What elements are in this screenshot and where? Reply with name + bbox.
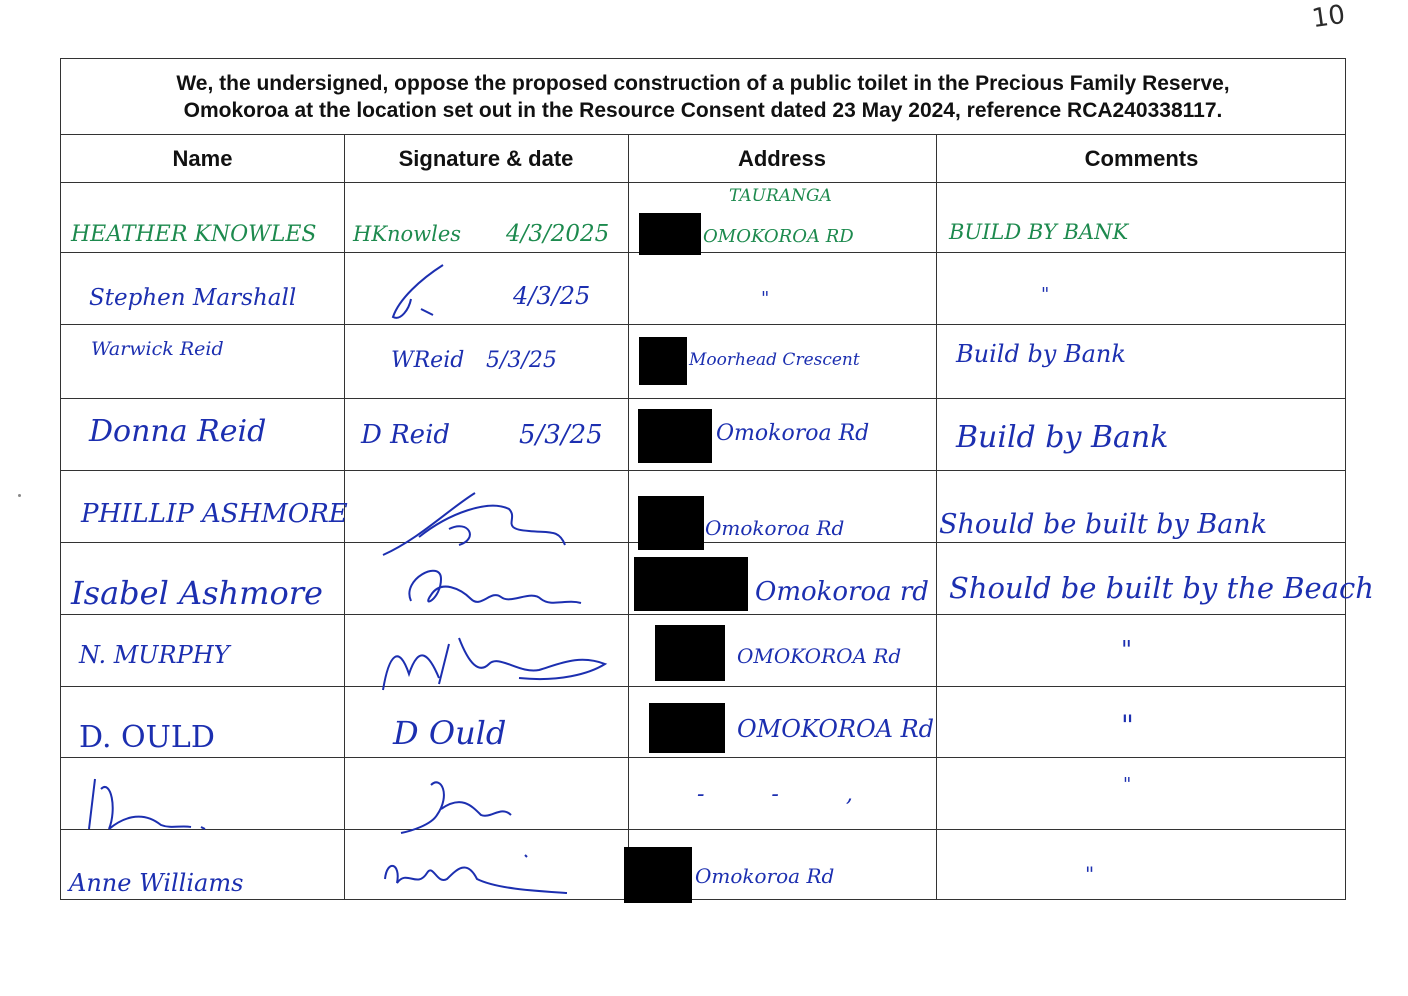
row-divider xyxy=(61,324,1345,325)
row-10-address: Omokoroa Rd xyxy=(695,864,835,888)
row-3-comment: Build by Bank xyxy=(956,340,1126,368)
row-3-signature: WReid xyxy=(391,347,465,373)
row-9-comment: " xyxy=(1123,773,1132,795)
row-6-signature-scribble xyxy=(408,569,582,604)
heading-line-2: Omokoroa at the location set out in the … xyxy=(183,98,1223,122)
column-divider xyxy=(936,135,937,899)
row-divider xyxy=(61,252,1345,253)
redaction-box xyxy=(655,625,725,681)
row-5-comment: Should be built by Bank xyxy=(939,508,1268,540)
row-9-address: - - , xyxy=(697,781,853,807)
row-divider xyxy=(61,686,1345,687)
row-3-address: Moorhead Crescent xyxy=(689,350,860,370)
row-7-signature-scribble xyxy=(382,637,608,691)
column-header-address: Address xyxy=(737,145,827,171)
row-2-name: Stephen Marshall xyxy=(89,285,297,311)
column-header-name: Name xyxy=(172,145,233,171)
row-1-address-suburb: TAURANGA xyxy=(729,186,832,206)
row-2-date: 4/3/25 xyxy=(513,282,591,310)
row-8-comment: " xyxy=(1121,708,1134,742)
row-divider xyxy=(61,614,1345,615)
row-divider xyxy=(61,398,1345,399)
row-9-name-scribble xyxy=(88,778,206,830)
stray-mark xyxy=(18,494,21,497)
redaction-box xyxy=(638,496,704,550)
redaction-box xyxy=(649,703,725,753)
redaction-box xyxy=(639,213,701,255)
row-6-comment: Should be built by the Beach xyxy=(949,571,1374,605)
heading-line-1: We, the undersigned, oppose the proposed… xyxy=(176,71,1230,95)
row-5-signature-scribble xyxy=(382,492,566,556)
row-4-address: Omokoroa Rd xyxy=(716,420,870,446)
row-6-name: Isabel Ashmore xyxy=(71,574,323,612)
row-7-comment: " xyxy=(1121,636,1133,664)
redaction-box xyxy=(634,557,748,611)
row-3-name: Warwick Reid xyxy=(91,338,224,360)
row-4-signature: D Reid xyxy=(361,420,451,450)
row-1-date: 4/3/2025 xyxy=(506,221,610,247)
row-5-name: PHILLIP ASHMORE xyxy=(81,499,348,529)
row-4-date: 5/3/25 xyxy=(519,420,603,450)
row-8-name: D. OULD xyxy=(79,719,215,755)
row-2-signature-scribble xyxy=(391,264,444,319)
row-1-signature: HKnowles xyxy=(353,222,462,246)
row-4-name: Donna Reid xyxy=(89,413,267,449)
row-8-signature: D Ould xyxy=(393,714,507,752)
row-divider xyxy=(61,470,1345,471)
row-10-comment: " xyxy=(1085,862,1095,886)
row-5-address: Omokoroa Rd xyxy=(705,516,845,540)
row-6-address: Omokoroa rd xyxy=(755,577,929,607)
row-3-date: 5/3/25 xyxy=(486,347,557,373)
row-2-address: " xyxy=(761,287,770,309)
row-9-signature-scribble xyxy=(400,781,512,834)
row-2-comment: " xyxy=(1041,283,1050,305)
row-7-address: OMOKOROA Rd xyxy=(737,644,902,668)
row-1-name: HEATHER KNOWLES xyxy=(71,221,317,247)
row-1-comment: BUILD BY BANK xyxy=(949,220,1129,244)
row-7-name: N. MURPHY xyxy=(79,641,230,669)
row-10-signature-scribble xyxy=(384,854,568,894)
column-header-comments: Comments xyxy=(1084,145,1199,171)
column-divider xyxy=(344,135,345,899)
row-4-comment: Build by Bank xyxy=(956,419,1169,455)
redaction-box xyxy=(639,337,687,385)
redaction-box xyxy=(638,409,712,463)
petition-heading: We, the undersigned, oppose the proposed… xyxy=(61,59,1345,135)
column-header-row: Name Signature & date Address Comments xyxy=(61,135,1345,183)
row-divider xyxy=(61,757,1345,758)
page-number: 10 xyxy=(1310,0,1348,35)
row-1-address: OMOKOROA RD xyxy=(703,225,854,247)
row-10-name: Anne Williams xyxy=(69,869,244,897)
row-8-address: OMOKOROA Rd xyxy=(737,715,935,743)
column-divider xyxy=(628,135,629,899)
row-divider xyxy=(61,829,1345,830)
redaction-box xyxy=(624,847,692,903)
petition-sheet: We, the undersigned, oppose the proposed… xyxy=(60,58,1374,903)
column-header-signature: Signature & date xyxy=(398,145,574,171)
